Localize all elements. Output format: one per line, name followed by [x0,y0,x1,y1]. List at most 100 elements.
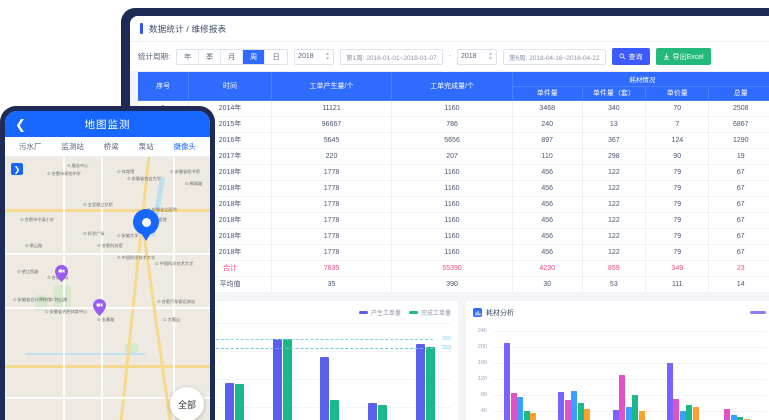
bar-series-3[interactable] [737,416,744,420]
bar-series-4[interactable] [692,406,699,420]
bar-series-1[interactable] [619,374,625,420]
location-dot-icon [141,217,151,227]
table-row[interactable]: 102018年177811604561227967 [138,244,769,261]
period-segmented-control[interactable]: 年 季 月 周 日 [176,48,289,65]
bar-series-3[interactable] [632,394,638,420]
bar-series-2[interactable] [571,390,578,420]
bar-created[interactable] [415,343,425,420]
bar-series-4[interactable] [743,418,750,420]
camera-marker-icon[interactable] [55,265,68,282]
table-row[interactable]: 62018年177811604561227967 [138,180,769,197]
week-from-select[interactable]: 第1周: 2018-01-01~2018-01-07 [340,48,443,65]
bar-series-4[interactable] [530,412,537,420]
legend-label-created: 产生工单量 [370,311,401,317]
bar-series-2[interactable] [730,414,737,420]
table-cell-created: 5645 [271,132,393,149]
map-label: ⊙ 五里墩立交桥 [83,202,113,207]
table-row[interactable]: 32016年564556568973671241290 [138,132,769,149]
bar-series-0[interactable] [666,363,673,420]
bar-pair [401,343,449,420]
bar-series-0[interactable] [558,391,565,420]
right-chart-header: 耗材分析 [473,307,766,319]
current-location-pin[interactable] [133,209,159,235]
week-to-select[interactable]: 第6周: 2018-04-16~2018-04-22 [502,48,606,65]
back-arrow-icon[interactable]: ❮ [15,116,26,132]
bar-finished[interactable] [235,383,244,420]
mobile-tab-0[interactable]: 污水厂 [18,142,42,151]
bar-finished[interactable] [330,399,340,420]
bar-series-1[interactable] [673,399,680,420]
map-park-area [53,285,71,307]
bar-finished[interactable] [378,405,388,420]
map-road-minor [5,397,210,399]
desktop-screen: 数据统计 / 维修报表 统计周期: 年 季 月 周 日 2018 ▲ ▼ 第1周:… [130,16,769,420]
stepper-arrows-icon[interactable]: ▲ ▼ [488,50,493,62]
map-label: ⊙ 中国科学技术大学 [155,261,194,266]
expand-icon[interactable]: ❯ [11,163,23,175]
bar-series-2[interactable] [517,396,524,420]
bar-finished[interactable] [282,339,292,420]
map-label: ⊙ 桐城路 [185,181,203,186]
bar-series-4[interactable] [638,410,645,420]
filter-toolbar: 统计周期: 年 季 月 周 日 2018 ▲ ▼ 第1周: 2018-01-01~… [130,42,769,72]
bar-series-1[interactable] [724,408,731,420]
table-row[interactable]: 42017年2202071102989019 [138,148,769,165]
mobile-tab-4[interactable]: 摄像头 [173,142,197,151]
period-option-week[interactable]: 周 [243,49,266,64]
legend-label-finished: 完成工单量 [420,311,451,317]
bar-finished[interactable] [425,346,435,420]
bar-series-3[interactable] [577,402,584,420]
report-table-wrapper: 序号 时间 工单产生量/个 工单完成量/个 耗材情况 单件量 单件量（套） 单价… [138,72,769,293]
bar-created[interactable] [225,382,234,420]
camera-marker-icon[interactable] [93,299,106,316]
bar-pair [306,357,354,420]
bar-created[interactable] [368,402,378,420]
period-option-month[interactable]: 月 [221,49,244,64]
query-button[interactable]: 查询 [611,48,650,65]
table-cell-finished: 1160 [391,100,513,117]
export-excel-button[interactable]: 导出Excel [655,48,711,65]
table-cell-created: 1778 [271,244,393,261]
bar-cluster [601,374,655,420]
bar-created[interactable] [272,338,282,420]
table-cell-finished: 786 [391,116,513,133]
period-option-year[interactable]: 年 [177,49,200,64]
bar-series-2[interactable] [625,406,632,420]
bar-series-1[interactable] [564,400,571,420]
table-cell-c1: 456 [512,212,583,229]
map-label: ⊙ 体育馆 [117,169,135,174]
bar-series-1[interactable] [510,392,517,420]
bar-series-0[interactable] [612,409,619,420]
table-cell-c2: 122 [582,244,647,261]
year-from-stepper[interactable]: 2018 ▲ ▼ [294,48,335,65]
mobile-tab-1[interactable]: 监测站 [61,142,84,151]
bar-cluster [547,390,601,420]
table-row[interactable]: 52018年177811604561227967 [138,164,769,181]
stepper-arrows-icon[interactable]: ▲ ▼ [325,50,331,62]
mobile-page-title: 地图监测 [84,118,131,131]
year-to-stepper[interactable]: 2018 ▲ ▼ [456,48,497,65]
bar-series-3[interactable] [686,404,693,420]
bar-series-0[interactable] [504,343,511,420]
period-option-quarter[interactable]: 季 [199,49,222,64]
bar-series-4[interactable] [584,408,591,420]
mobile-tab-3[interactable]: 泵站 [138,142,154,151]
map-road-horizontal [5,209,210,212]
period-option-day[interactable]: 日 [272,53,280,61]
legend-item-finished[interactable]: 完成工单量 [408,308,451,317]
bar-series-2[interactable] [679,410,686,420]
summary-cell-c4: 14 [708,276,769,293]
map-view[interactable]: ⊙ 服务中心 ⊙ 合肥市琥珀中学 ⊙ 体育馆 ⊙ 安徽省农业大学 ⊙ 安徽省图书馆 ⊙ 五… [5,157,210,420]
legend-item-created[interactable]: 产生工单量 [358,308,401,317]
table-row[interactable]: 82018年177811604561227967 [138,212,769,229]
table-row[interactable]: 22015年966677862401376867 [138,116,769,133]
reference-line [161,348,433,350]
bar-created[interactable] [320,357,330,420]
table-cell-c2: 122 [582,212,647,229]
bar-series-3[interactable] [523,410,530,420]
mobile-tab-2[interactable]: 桥梁 [103,142,119,151]
table-row[interactable]: 12014年1112111603468340702508 [138,100,769,117]
show-all-button[interactable]: 全部 [170,387,204,420]
